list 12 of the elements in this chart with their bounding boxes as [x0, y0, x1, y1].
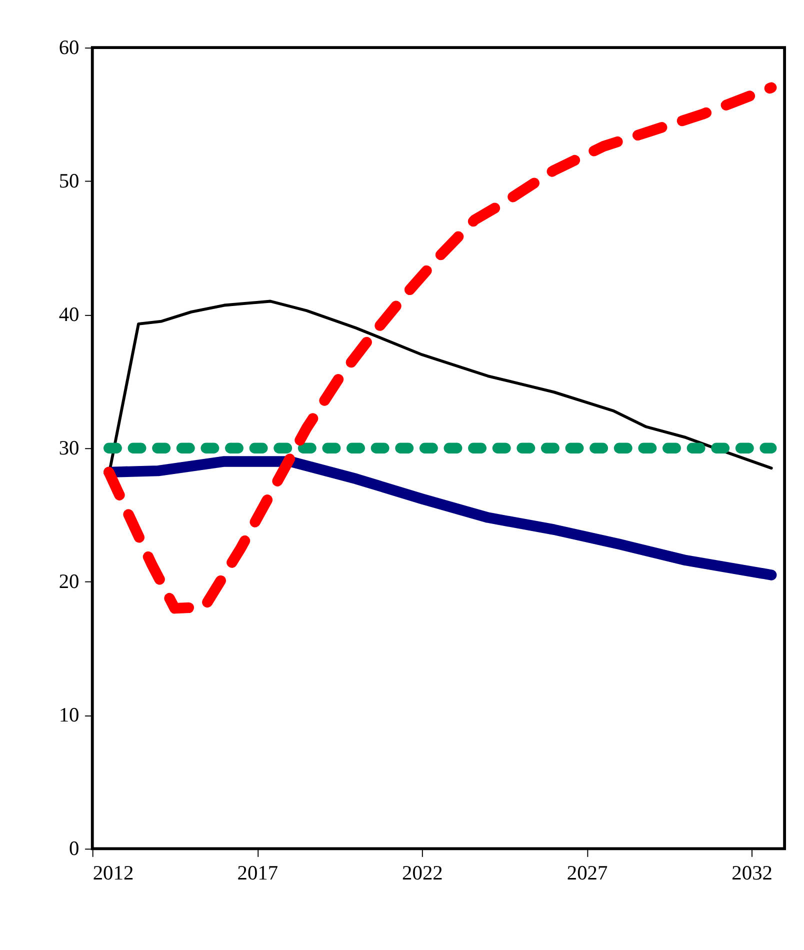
y-tick-label: 30: [58, 437, 80, 460]
x-tick-label: 2012: [92, 862, 134, 884]
y-tick-label: 10: [58, 704, 80, 726]
y-tick-label: 50: [58, 170, 80, 192]
y-tick-label: 60: [58, 36, 80, 59]
y-tick-label: 20: [58, 570, 80, 593]
x-tick-label: 2017: [237, 862, 278, 884]
y-tick-label: 40: [58, 304, 80, 326]
x-tick-label: 2032: [732, 862, 772, 884]
y-tick-label: 0: [69, 838, 80, 860]
x-tick-label: 2027: [566, 862, 608, 884]
x-tick-label: 2022: [402, 862, 443, 884]
